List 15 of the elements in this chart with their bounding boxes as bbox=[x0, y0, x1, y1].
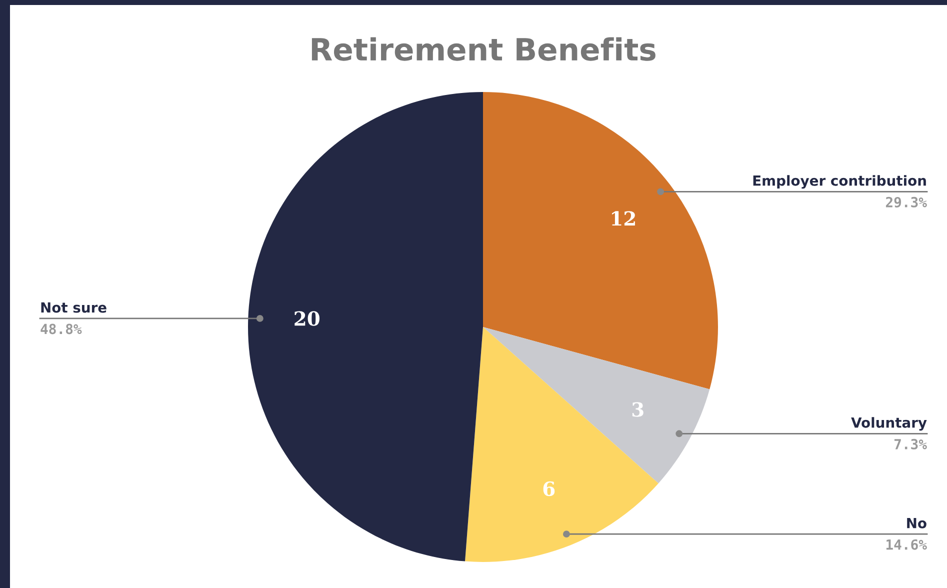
chart-title: Retirement Benefits bbox=[312, 37, 656, 61]
pie-slice bbox=[465, 327, 658, 562]
text: 14.6% bbox=[886, 539, 927, 550]
slice-label: No bbox=[907, 518, 926, 528]
text: 7.3% bbox=[894, 438, 927, 450]
text: 48.8% bbox=[40, 324, 82, 334]
data-label: 20 bbox=[294, 311, 320, 326]
slice-label: Voluntary bbox=[851, 417, 927, 431]
pie-slice bbox=[483, 92, 718, 390]
slice-label: Not sure bbox=[41, 302, 106, 313]
text: 29.3% bbox=[886, 196, 927, 208]
data-label: 6 bbox=[543, 481, 555, 496]
slice-label: Employer contribution bbox=[753, 175, 926, 189]
data-label: 12 bbox=[612, 211, 635, 226]
pie-slice bbox=[248, 92, 483, 562]
